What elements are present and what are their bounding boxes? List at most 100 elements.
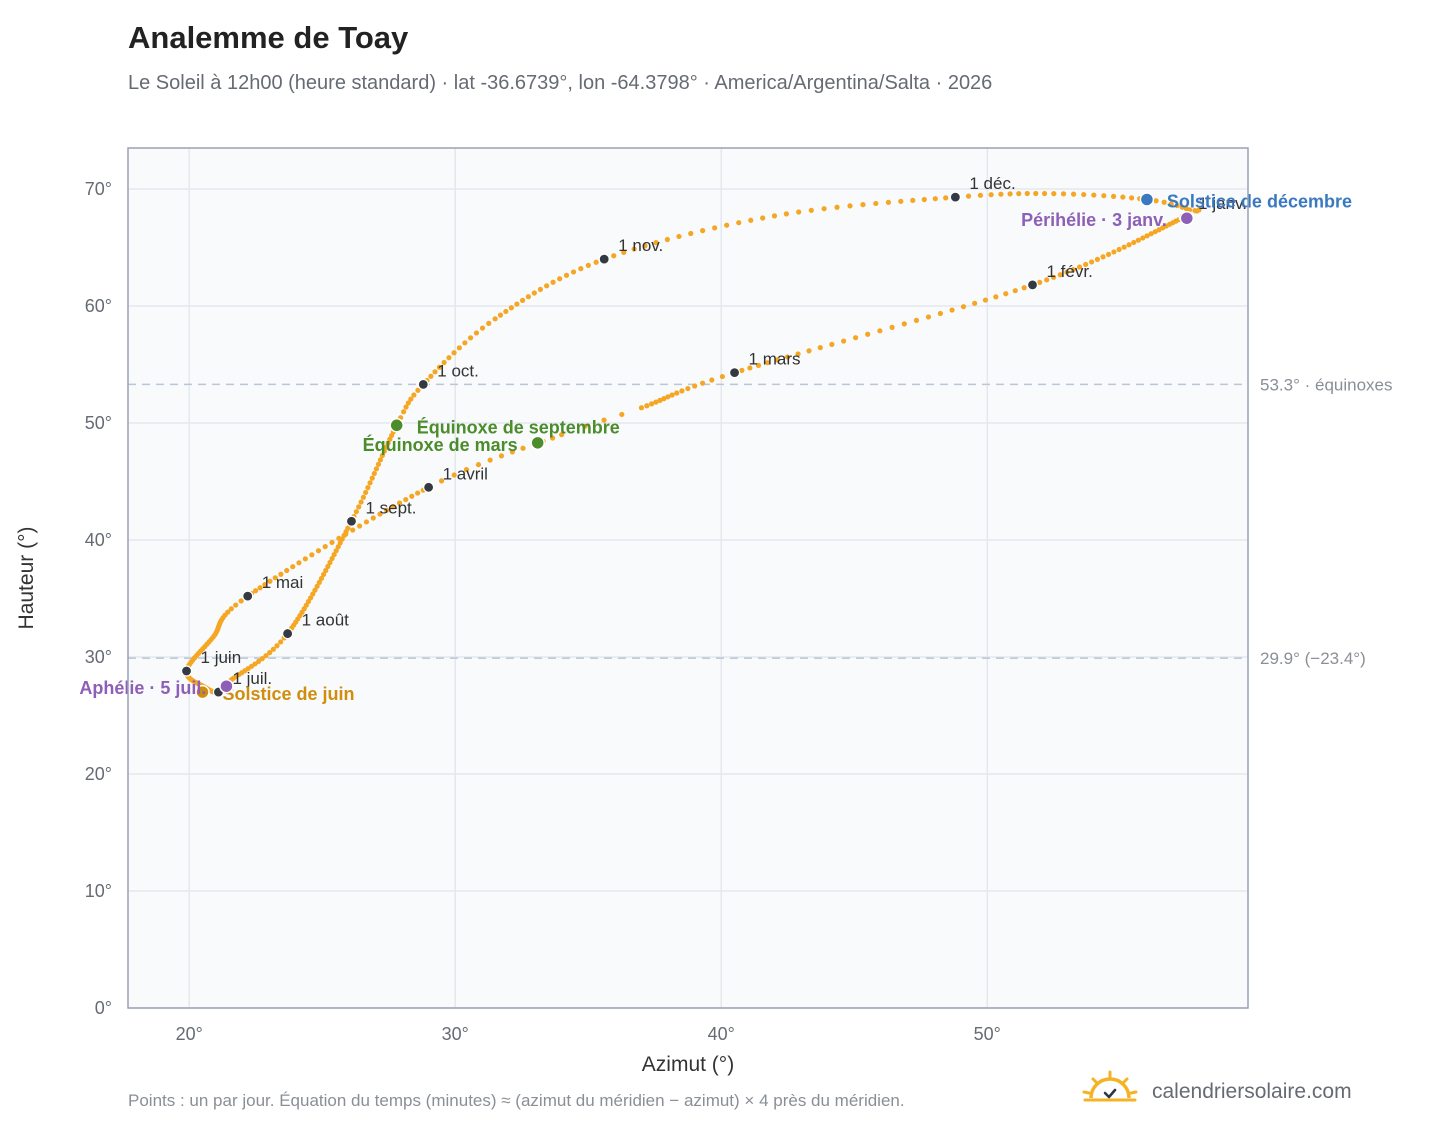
day-point — [821, 206, 827, 212]
day-point — [1057, 272, 1063, 278]
day-point — [315, 548, 322, 554]
brand-name[interactable]: calendriersolaire.com — [1152, 1080, 1352, 1103]
day-point — [665, 394, 671, 400]
day-point — [310, 591, 316, 597]
day-point — [1016, 191, 1022, 197]
event-marker — [219, 678, 234, 694]
day-point — [363, 489, 369, 496]
day-point — [1081, 191, 1087, 198]
day-point — [467, 335, 474, 341]
brand[interactable]: calendriersolaire.com — [1082, 1070, 1382, 1114]
day-point — [377, 457, 384, 463]
x-tick-label: 50° — [974, 1024, 1001, 1044]
day-point — [308, 595, 314, 601]
day-point — [371, 470, 377, 477]
day-point — [982, 297, 989, 303]
day-point — [1161, 199, 1167, 205]
month-label: 1 sept. — [365, 498, 416, 517]
day-point — [267, 650, 273, 656]
month-marker — [282, 627, 294, 640]
day-point — [621, 249, 627, 255]
event-label: Aphélie · 5 juil. — [79, 678, 206, 698]
day-point — [259, 656, 265, 662]
day-point — [498, 453, 505, 459]
day-point — [748, 217, 754, 223]
day-point — [860, 202, 866, 208]
chart-title: Analemme de Toay — [128, 20, 409, 55]
month-marker — [180, 665, 193, 677]
day-point — [638, 405, 645, 411]
day-point — [649, 401, 655, 407]
day-point — [657, 397, 663, 403]
day-point — [585, 262, 591, 268]
day-point — [451, 350, 457, 356]
y-tick-label: 20° — [85, 764, 112, 784]
day-point — [1148, 231, 1154, 237]
day-point — [1070, 266, 1076, 273]
day-point — [353, 509, 359, 515]
day-point — [321, 571, 327, 578]
day-point — [253, 588, 259, 594]
day-point — [1152, 229, 1158, 235]
day-point — [314, 583, 320, 589]
event-marker — [1179, 210, 1195, 226]
day-point — [557, 276, 563, 282]
day-point — [400, 409, 407, 415]
day-point — [278, 639, 284, 645]
day-point — [1194, 208, 1200, 214]
day-point — [267, 578, 273, 584]
day-point — [408, 396, 414, 402]
day-point — [441, 359, 447, 366]
day-point — [644, 403, 650, 409]
day-point — [796, 209, 802, 215]
day-point — [252, 661, 258, 667]
day-point — [390, 503, 396, 510]
day-point — [379, 452, 386, 459]
day-point — [1021, 285, 1027, 291]
month-marker — [423, 481, 435, 493]
day-point — [910, 197, 916, 204]
day-point — [943, 195, 949, 201]
day-point — [808, 207, 814, 213]
day-point — [747, 365, 753, 371]
month-label: 1 août — [302, 611, 350, 630]
month-label: 1 avril — [443, 464, 488, 483]
day-point — [631, 246, 637, 252]
day-point — [873, 200, 879, 207]
day-point — [921, 196, 927, 203]
day-point — [1129, 195, 1135, 201]
day-point — [403, 404, 409, 410]
day-point — [674, 390, 680, 396]
day-point — [509, 449, 516, 455]
day-point — [550, 279, 556, 285]
day-point — [296, 560, 302, 566]
event-marker — [195, 684, 210, 700]
day-point — [463, 467, 470, 473]
event-marker — [530, 435, 545, 451]
day-point — [739, 367, 745, 373]
day-point — [913, 317, 920, 323]
day-point — [1101, 193, 1107, 199]
y-tick-label: 60° — [85, 296, 112, 316]
day-point — [619, 411, 625, 418]
day-point — [1105, 251, 1112, 257]
day-point — [1126, 242, 1132, 248]
day-point — [1076, 264, 1083, 270]
day-point — [784, 354, 791, 360]
day-point — [373, 466, 380, 472]
day-point — [642, 243, 648, 249]
day-point — [520, 445, 526, 451]
day-point — [692, 383, 698, 389]
reference-line-label: 29.9° (−23.4°) — [1260, 649, 1366, 668]
footnote: Points : un par jour. Équation du temps … — [128, 1091, 905, 1110]
day-point — [1091, 192, 1097, 198]
day-point — [817, 345, 823, 351]
day-point — [415, 387, 421, 393]
day-point — [724, 222, 730, 228]
day-point — [544, 283, 550, 289]
day-point — [841, 338, 847, 344]
day-point — [1110, 193, 1117, 199]
day-point — [396, 500, 403, 506]
day-point — [333, 548, 339, 554]
